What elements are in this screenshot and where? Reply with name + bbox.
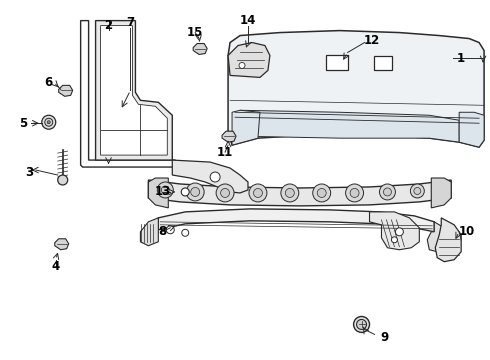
Text: 12: 12 xyxy=(364,34,380,47)
Polygon shape xyxy=(193,44,207,54)
Text: 8: 8 xyxy=(158,225,167,238)
Circle shape xyxy=(281,184,299,202)
Text: 15: 15 xyxy=(187,26,203,39)
Polygon shape xyxy=(232,110,260,145)
Polygon shape xyxy=(435,218,461,262)
Text: 3: 3 xyxy=(25,166,33,179)
Circle shape xyxy=(181,188,189,196)
Polygon shape xyxy=(222,131,236,142)
Circle shape xyxy=(216,184,234,202)
Text: 13: 13 xyxy=(154,185,171,198)
Polygon shape xyxy=(356,319,367,330)
Text: 5: 5 xyxy=(19,117,27,130)
Circle shape xyxy=(384,188,392,196)
Circle shape xyxy=(249,184,267,202)
Circle shape xyxy=(392,237,397,243)
Polygon shape xyxy=(141,218,158,246)
Circle shape xyxy=(313,184,331,202)
Polygon shape xyxy=(240,110,459,142)
Circle shape xyxy=(47,121,50,124)
Circle shape xyxy=(166,226,174,234)
Polygon shape xyxy=(100,26,167,155)
Circle shape xyxy=(45,118,53,126)
Circle shape xyxy=(58,175,68,185)
Circle shape xyxy=(210,172,220,182)
Text: 10: 10 xyxy=(459,225,475,238)
Text: 4: 4 xyxy=(51,260,60,273)
Circle shape xyxy=(182,229,189,236)
Bar xyxy=(374,57,392,71)
Circle shape xyxy=(414,188,421,194)
Polygon shape xyxy=(59,85,73,96)
Polygon shape xyxy=(431,178,451,208)
Polygon shape xyxy=(81,21,175,167)
Polygon shape xyxy=(369,212,419,250)
Circle shape xyxy=(42,115,56,129)
Circle shape xyxy=(379,184,395,200)
Circle shape xyxy=(285,189,294,197)
Circle shape xyxy=(191,188,200,197)
Polygon shape xyxy=(148,180,451,206)
Text: 9: 9 xyxy=(380,331,389,344)
Polygon shape xyxy=(158,209,434,232)
Circle shape xyxy=(157,182,173,198)
Text: 6: 6 xyxy=(45,76,53,89)
Circle shape xyxy=(350,189,359,197)
Circle shape xyxy=(410,184,424,198)
Polygon shape xyxy=(172,160,248,193)
Circle shape xyxy=(186,183,204,201)
Polygon shape xyxy=(96,21,172,160)
Circle shape xyxy=(357,319,367,329)
Bar xyxy=(326,55,347,71)
Polygon shape xyxy=(427,222,447,252)
Circle shape xyxy=(220,189,229,197)
Text: 7: 7 xyxy=(126,16,135,29)
Text: 1: 1 xyxy=(457,52,465,65)
Circle shape xyxy=(239,62,245,68)
Text: 14: 14 xyxy=(240,14,256,27)
Polygon shape xyxy=(148,178,168,208)
Circle shape xyxy=(395,228,403,236)
Polygon shape xyxy=(228,42,270,77)
Circle shape xyxy=(345,184,364,202)
Polygon shape xyxy=(55,239,69,250)
Circle shape xyxy=(354,316,369,332)
Text: 2: 2 xyxy=(104,19,113,32)
Polygon shape xyxy=(228,31,484,147)
Circle shape xyxy=(253,189,263,197)
Text: 11: 11 xyxy=(217,145,233,159)
Polygon shape xyxy=(459,112,484,147)
Circle shape xyxy=(317,189,326,197)
Circle shape xyxy=(161,186,169,194)
